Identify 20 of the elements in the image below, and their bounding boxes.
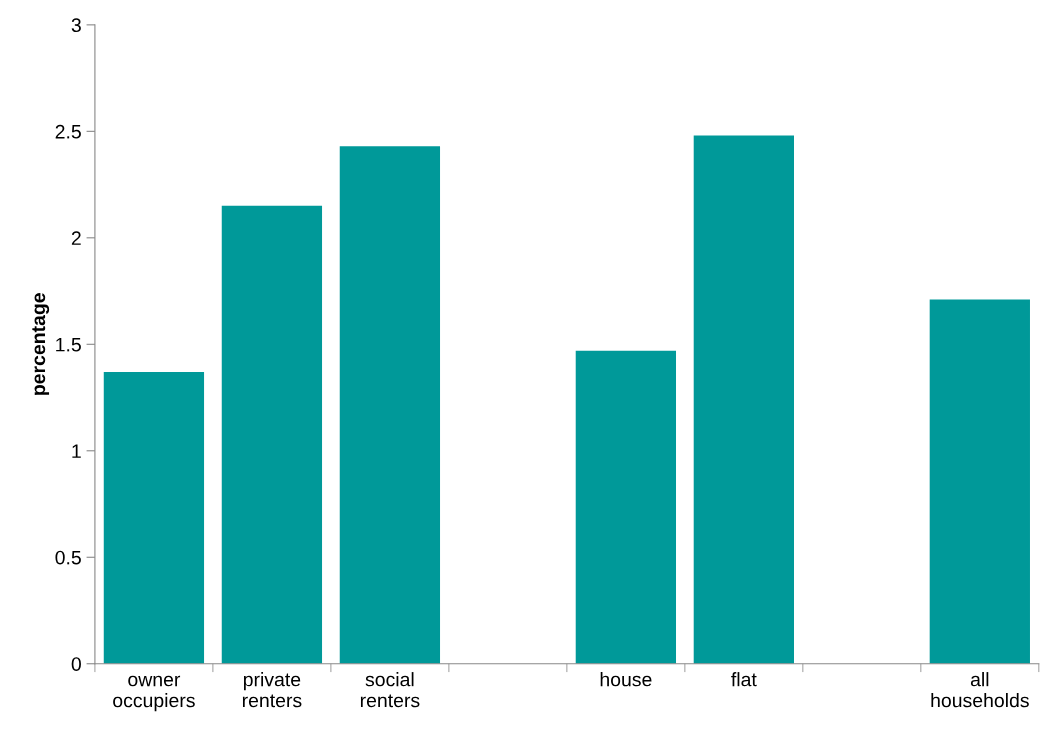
y-tick-label: 0.5 [55,550,81,565]
y-tick-label: 1.5 [56,337,81,352]
bar [575,350,677,664]
y-tick-label: 2 [71,231,81,245]
bar [929,299,1030,664]
bar [221,205,323,664]
x-tick-label: flat [731,672,757,687]
x-tick-label: house [600,672,652,687]
x-tick-label: social renters [360,672,420,708]
y-axis-title: percentage [32,293,50,395]
x-tick-label: private renters [242,672,302,708]
y-tick-label: 1 [72,444,81,458]
y-tick-label: 2.5 [55,124,81,139]
x-tick-label: owner occupiers [113,675,195,712]
bar [103,371,205,664]
y-tick-label: 3 [71,18,81,33]
y-tick-label: 0 [71,657,81,671]
bar [339,146,441,664]
x-tick-label: all households [931,672,1029,708]
bar [693,135,794,664]
